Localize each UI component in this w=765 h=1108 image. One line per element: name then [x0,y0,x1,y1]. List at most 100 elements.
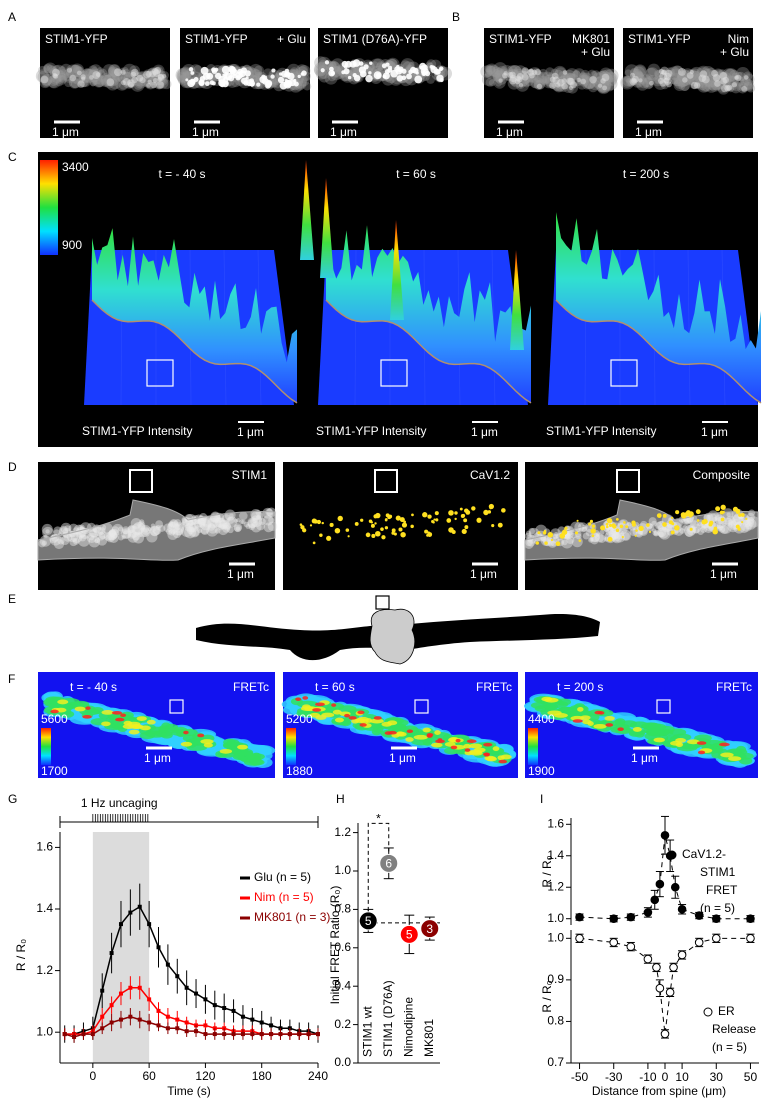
marker [184,985,189,990]
dendrite-signal [122,530,131,539]
marker [269,1023,274,1028]
marker [137,1017,142,1022]
dendrite-signal [188,67,194,72]
dendrite-signal [424,70,431,77]
fret-signal [120,713,127,718]
dendrite-signal [373,71,382,80]
marker [231,1008,236,1013]
cav-puncta [738,513,742,517]
dendrite-signal [168,520,179,531]
dendrite-signal [235,526,241,531]
fret-signal [237,744,248,750]
dendrite-signal [137,521,146,530]
dendrite-signal [611,532,619,540]
dendrite-signal [197,517,206,526]
fret-signal [653,737,665,743]
dendrite-signal [198,79,205,87]
cav-puncta [720,517,725,522]
dendrite-signal [329,66,334,72]
dendrite-signal [652,528,657,533]
dendrite-signal [69,74,77,82]
y-tick-label: 1.0 [547,930,564,944]
dendrite-signal [108,67,116,75]
dendrite-signal [265,80,272,88]
dendrite-signal [430,66,438,74]
dendrite-signal [172,523,185,536]
dendrite-signal [491,66,503,78]
scale-label: 1 μm [144,751,171,765]
dendrite-signal [217,523,225,531]
cav-puncta [600,525,606,531]
dendrite-signal [523,80,531,88]
cav-puncta [564,526,568,530]
dendrite-signal [421,70,427,77]
dendrite-signal [728,518,737,526]
dendrite-signal [167,521,179,534]
marker [81,1032,86,1037]
fret-signal [295,697,302,701]
dendrite-signal [247,517,258,528]
spine-box [616,469,640,493]
dendrite-signal [301,70,307,76]
fret-signal [463,743,472,749]
dendrite-signal [396,75,404,82]
dendrite-signal [173,519,182,527]
cav-puncta [461,528,467,535]
dendrite-signal [168,529,176,536]
marker [711,914,721,924]
image-label: STIM1-YFP [45,32,108,46]
dendrite-signal [184,523,194,532]
dendrite-signal [570,521,582,533]
dendrite-signal [249,78,255,83]
panel-label: I [540,792,543,806]
significance-bracket [367,822,390,911]
cav-puncta [373,514,378,519]
dendrite-signal [343,68,350,75]
dendrite-signal [146,531,158,543]
cav-puncta [433,518,436,521]
dendrite-signal [66,67,73,73]
colorbar [528,728,538,765]
dendrite-signal [570,532,577,539]
dendrite-signal [680,82,690,91]
marker [212,1032,217,1037]
dendrite-signal [223,522,232,531]
cav-puncta [689,527,693,531]
cav-puncta [625,525,629,529]
dendrite-signal [139,519,145,525]
dendrite-signal [170,529,176,535]
dendrite-signal [644,67,658,81]
cav-puncta [634,534,637,537]
series-line [64,1015,318,1038]
dendrite-signal [486,65,496,75]
dendrite-signal [40,75,49,84]
x-tick-label: -50 [571,1070,589,1084]
dendrite-signal [484,68,493,77]
dendrite-signal [89,529,98,538]
marker [250,1032,255,1037]
legend-label: CaV1.2- [682,847,726,861]
dendrite-signal [256,514,261,520]
dendrite-signal [130,71,137,78]
y-tick-label: 1.0 [334,863,351,877]
dendrite-signal [79,522,92,535]
panel-label: G [8,792,17,806]
dendrite-signal [673,77,681,85]
fret-signal [413,734,428,740]
dot [358,911,378,931]
dendrite-signal [234,524,242,533]
dendrite-signal [587,81,599,93]
marker [137,904,142,909]
cav-puncta [451,530,456,534]
scale-label: 1 μm [701,425,728,439]
dendrite-signal [169,519,179,528]
dendrite-signal [60,63,73,76]
dendrite-signal [190,71,195,75]
dendrite-signal [658,531,664,538]
dendrite-signal [527,538,536,547]
y-tick-label: 0.0 [334,1055,351,1069]
marker [665,988,675,997]
dendrite-signal [108,530,114,535]
dendrite-signal [180,525,193,537]
cav-puncta [688,511,694,517]
